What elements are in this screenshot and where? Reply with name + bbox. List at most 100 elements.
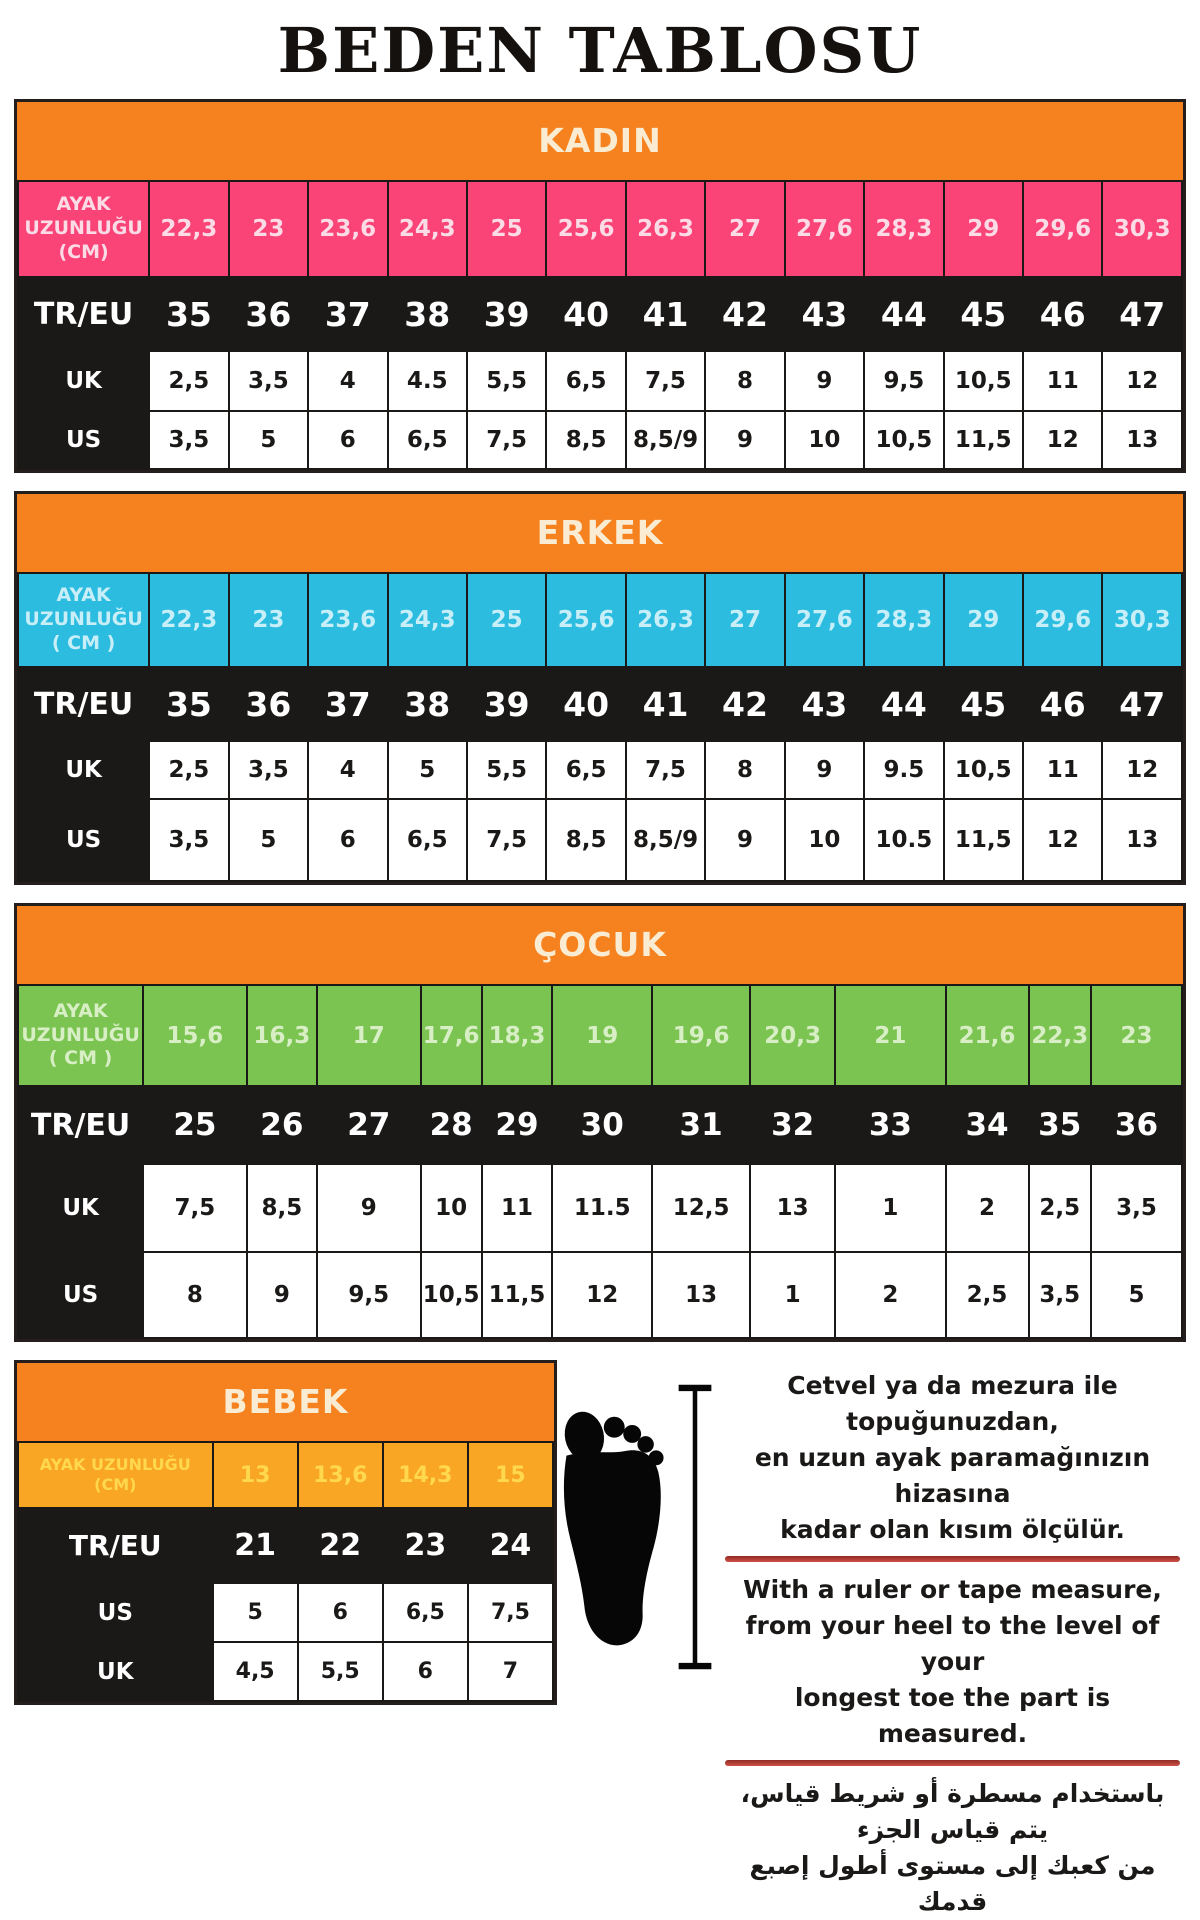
size-cell: 10,5 [863,410,945,471]
size-cell: 12 [1022,410,1104,471]
cm-value-cell: 25,6 [545,572,627,669]
row-label: UK [17,1641,214,1703]
size-cell: 41 [624,666,707,743]
size-cell: 7,5 [142,1163,248,1254]
size-cell: 45 [942,276,1025,353]
size-cell: 28 [419,1085,483,1166]
instruction-line: With a ruler or tape measure, [743,1575,1162,1605]
size-cell: 6,5 [386,798,468,883]
size-cell: 3,5 [227,740,310,801]
size-cell: 47 [1101,666,1183,743]
size-cell: 8,5/9 [624,410,707,471]
cm-value-cell: 15,6 [142,984,248,1088]
size-cell: 43 [783,276,866,353]
size-cell: 40 [545,276,627,353]
size-row-uk: UK 7,5 8,5 9 10 11 11.5 12,5 13 1 2 2,5 3,5 [16,1163,1184,1254]
cm-label-line: UZUNLUĞU [21,1023,140,1046]
row-label: TR/EU [16,276,151,353]
cm-value-cell: 27,6 [783,180,866,279]
size-cell: 2 [834,1251,947,1340]
row-label: US [16,410,151,471]
size-cell: 5 [211,1582,299,1644]
row-label: UK [16,740,151,801]
cocuk-section: ÇOCUK AYAK UZUNLUĞU ( CM ) 15,6 16,3 17 17,… [14,903,1186,1343]
size-cell: 43 [783,666,866,743]
size-row-uk: UK 2,5 3,5 4 4.5 5,5 6,5 7,5 8 9 9,5 10,5 11 12 [16,350,1183,413]
size-cell: 7,5 [624,350,707,413]
cm-value-cell: 22,3 [148,180,230,279]
size-cell: 2,5 [148,740,230,801]
size-cell: 2,5 [148,350,230,413]
size-cell: 25 [142,1085,248,1166]
size-cell: 29 [480,1085,554,1166]
cm-value-cell: 14,3 [381,1441,469,1510]
size-cell: 36 [1089,1085,1184,1166]
size-cell: 39 [465,276,548,353]
cm-value-cell: 28,3 [863,180,945,279]
size-cell: 9 [245,1251,319,1340]
page-title: BEDEN TABLOSU [277,14,923,87]
instruction-line: en uzun ayak paramağınızın hizasına [754,1443,1151,1509]
cm-value-cell: 16,3 [245,984,319,1088]
kadin-table: AYAK UZUNLUĞU (CM) 22,3 23 23,6 24,3 25 25,6 2… [16,180,1183,471]
size-cell: 7 [466,1641,555,1703]
cm-label-line: AYAK [56,193,111,216]
cm-value-cell: 29 [942,572,1025,669]
size-cell: 36 [227,276,310,353]
size-cell: 12 [1101,350,1183,413]
size-cell: 11.5 [551,1163,654,1254]
size-cell: 10,5 [942,350,1025,413]
size-cell: 22 [296,1507,384,1585]
bebek-section: BEBEK AYAK UZUNLUĞU (CM) 13 13,6 14,3 15 TR… [14,1360,557,1706]
cm-value-cell: 19,6 [651,984,752,1088]
kadin-cm-row: AYAK UZUNLUĞU (CM) 22,3 23 23,6 24,3 25 25,6 2… [16,180,1183,279]
size-cell: 38 [386,276,468,353]
cocuk-cm-row: AYAK UZUNLUĞU ( CM ) 15,6 16,3 17 17,6 18,3 1… [16,984,1184,1088]
size-cell: 45 [942,666,1025,743]
kadin-header: KADIN [17,102,1183,181]
size-cell: 6 [296,1582,384,1644]
size-cell: 5,5 [465,740,548,801]
size-cell: 5 [227,798,310,883]
size-cell: 6,5 [545,350,627,413]
cm-value-cell: 22,3 [148,572,230,669]
size-cell: 2 [944,1163,1030,1254]
size-cell: 10 [783,410,866,471]
size-cell: 26 [245,1085,319,1166]
row-label: UK [16,350,151,413]
size-cell: 8 [704,350,786,413]
cm-label-line: UZUNLUĞU [24,608,143,631]
cm-label-line: ( CM ) [48,1047,113,1070]
bebek-table: AYAK UZUNLUĞU (CM) 13 13,6 14,3 15 TR/EU 21 2… [17,1441,555,1703]
bottom-row: BEBEK AYAK UZUNLUĞU (CM) 13 13,6 14,3 15 TR… [14,1360,1186,1920]
size-cell: 8 [704,740,786,801]
size-cell: 5,5 [465,350,548,413]
size-cell: 6,5 [545,740,627,801]
size-cell: 3,5 [1089,1163,1184,1254]
cm-label-line: AYAK UZUNLUĞU [39,1455,191,1475]
size-cell: 6,5 [381,1582,469,1644]
cm-value-cell: 26,3 [624,572,707,669]
cm-value-cell: 21 [834,984,947,1088]
size-cell: 4 [307,740,389,801]
size-cell: 44 [863,276,945,353]
red-divider [725,1556,1180,1563]
size-cell: 10,5 [419,1251,483,1340]
size-cell: 42 [704,276,786,353]
cm-value-cell: 21,6 [944,984,1030,1088]
size-cell: 31 [651,1085,752,1166]
cm-value-cell: 25 [465,180,548,279]
cm-value-cell: 27 [704,180,786,279]
size-cell: 3,5 [1027,1251,1092,1340]
cm-value-cell: 22,3 [1027,984,1092,1088]
measure-instructions: Cetvel ya da mezura ile topuğunuzdan, en… [717,1360,1186,1920]
cm-value-cell: 19 [551,984,654,1088]
cm-label: AYAK UZUNLUĞU (CM) [17,1441,214,1510]
cm-value-cell: 13 [211,1441,299,1510]
size-cell: 5 [1089,1251,1184,1340]
size-cell: 7,5 [465,798,548,883]
size-cell: 1 [834,1163,947,1254]
size-row-uk: UK 2,5 3,5 4 5 5,5 6,5 7,5 8 9 9.5 10,5 11 12 [16,740,1183,801]
size-cell: 46 [1022,276,1104,353]
size-row-uk: UK 4,5 5,5 6 7 [17,1641,555,1703]
